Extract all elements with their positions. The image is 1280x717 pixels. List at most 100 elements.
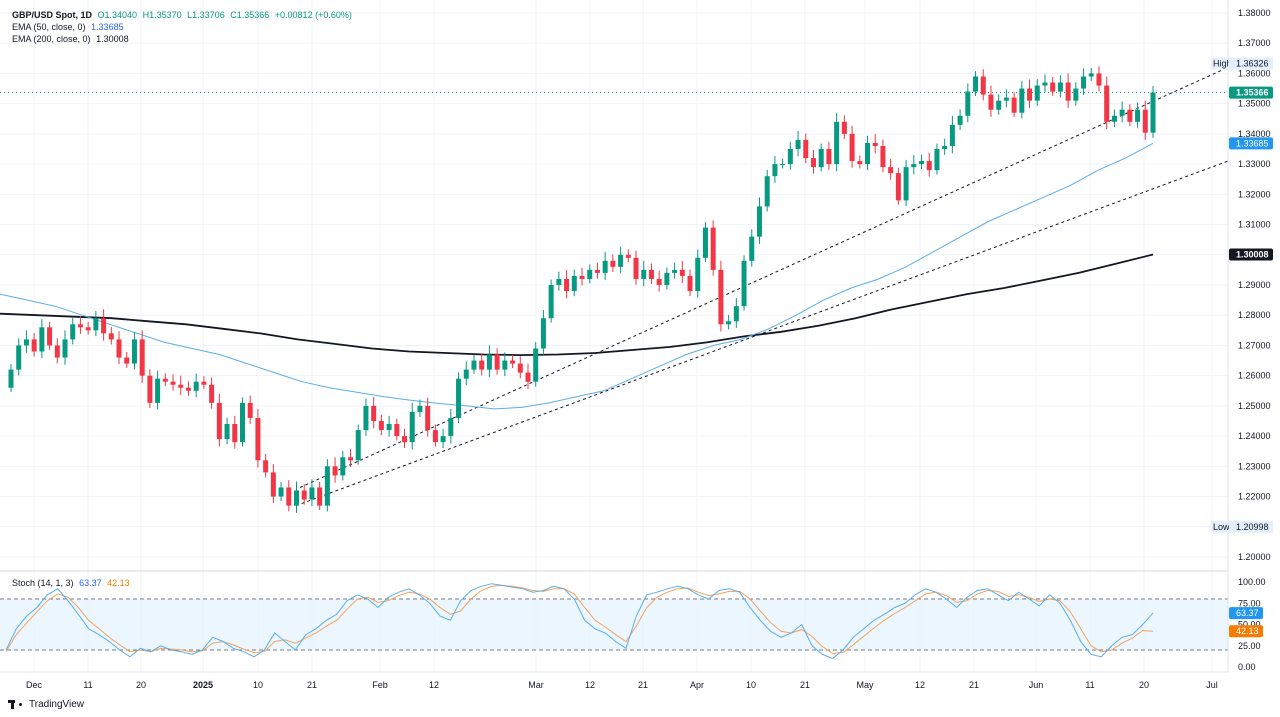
- trendline[interactable]: [299, 66, 1229, 488]
- candle-body: [934, 149, 940, 171]
- candle-body: [895, 173, 901, 201]
- y-tick-label: 1.20000: [1238, 552, 1271, 562]
- candle-body: [101, 318, 107, 334]
- last-price-badge-label: 1.35366: [1236, 88, 1269, 98]
- candle-body: [301, 490, 307, 500]
- stoch-k-value: 63.37: [79, 578, 102, 588]
- candle-body: [679, 269, 685, 276]
- candle-body: [486, 354, 492, 370]
- candle-body: [1150, 92, 1156, 133]
- candle-body: [394, 424, 400, 437]
- symbol-name[interactable]: GBP/USD Spot, 1D: [12, 10, 93, 20]
- y-tick-label: 1.32000: [1238, 189, 1271, 199]
- x-tick-label: Feb: [372, 680, 388, 690]
- candle-body: [1057, 82, 1063, 92]
- candle-body: [911, 164, 917, 168]
- trendlines[interactable]: [295, 66, 1229, 507]
- chart-grid: [0, 0, 1228, 672]
- candle-body: [525, 372, 531, 382]
- candle-body: [1027, 88, 1033, 101]
- y-tick-label: 1.22000: [1238, 492, 1271, 502]
- candle-body: [270, 472, 276, 497]
- candle-body: [255, 417, 261, 461]
- ema50-badge-label: 1.33685: [1236, 138, 1269, 148]
- stoch-d-line: [5, 584, 1154, 654]
- ohlc-change: +0.00812 (+0.60%): [274, 10, 352, 20]
- symbol-legend[interactable]: GBP/USD Spot, 1D O1.34040 H1.35370 L1.33…: [12, 9, 355, 21]
- stoch-axis[interactable]: 100.00 75.00 50.00 25.00 0.00: [1238, 577, 1266, 672]
- candle-body: [131, 339, 137, 364]
- candle-body: [803, 139, 809, 159]
- stoch-label: Stoch (14, 1, 3): [12, 578, 74, 588]
- candle-body: [641, 269, 647, 279]
- x-tick-label: 12: [915, 680, 925, 690]
- candle-body: [1135, 109, 1141, 122]
- candle-body: [463, 369, 469, 379]
- candle-body: [965, 91, 971, 116]
- candle-body: [756, 206, 762, 237]
- x-tick-label: 12: [585, 680, 595, 690]
- ohlc-open: O1.34040: [97, 10, 138, 20]
- candle-body: [247, 402, 253, 418]
- stoch-tick-label: 25.00: [1238, 641, 1261, 651]
- high-tag-label: High: [1213, 59, 1232, 69]
- ema200-badge-bg: [1229, 248, 1273, 261]
- candle-body: [664, 272, 670, 285]
- candle-body: [62, 339, 68, 358]
- x-tick-label: May: [856, 680, 874, 690]
- stoch-levels: [0, 598, 1228, 651]
- candle-body: [672, 269, 678, 273]
- candle-body: [656, 278, 662, 285]
- ema200-legend[interactable]: EMA (200, close, 0) 1.30008: [12, 33, 132, 45]
- candle-body: [263, 460, 269, 473]
- x-tick-label: 21: [307, 680, 317, 690]
- stoch-d-badge-label: 42.13: [1236, 626, 1259, 636]
- candle-body: [348, 457, 354, 461]
- candle-body: [996, 100, 1002, 110]
- candle-body: [1088, 73, 1094, 77]
- stoch-d-badge-bg: [1229, 625, 1263, 638]
- candle-body: [456, 378, 462, 418]
- candle-body: [826, 149, 832, 165]
- candle-body: [625, 254, 631, 258]
- x-tick-label: Jul: [1206, 680, 1218, 690]
- candle-body: [440, 436, 446, 443]
- candle-body: [772, 164, 778, 177]
- y-tick-label: 1.34000: [1238, 129, 1271, 139]
- candle-body: [942, 145, 948, 149]
- candle-body: [16, 345, 22, 370]
- candle-body: [702, 227, 708, 258]
- candle-body: [818, 149, 824, 168]
- candle-body: [849, 133, 855, 162]
- time-axis[interactable]: Dec 11 20 2025 10 21 Feb 12 Mar 12 21 Apr 10 21 May 12 2…: [26, 680, 1218, 690]
- ema50-line: [0, 142, 1154, 410]
- candle-body: [517, 363, 523, 373]
- stoch-tick-label: 75.00: [1238, 598, 1261, 608]
- candle-body: [1142, 109, 1148, 133]
- stoch-legend[interactable]: Stoch (14, 1, 3) 63.37 42.13: [12, 577, 133, 589]
- trendline[interactable]: [295, 160, 1229, 507]
- candle-body: [93, 318, 99, 331]
- candle-body: [872, 142, 878, 146]
- y-tick-label: 1.26000: [1238, 371, 1271, 381]
- tradingview-branding[interactable]: TradingView: [8, 699, 84, 710]
- candle-body: [618, 254, 624, 267]
- candle-body: [116, 339, 122, 358]
- candle-body: [31, 339, 37, 352]
- candle-body: [648, 269, 654, 279]
- y-tick-label: 1.38000: [1238, 8, 1271, 18]
- candle-body: [841, 121, 847, 134]
- x-tick-label: Apr: [690, 680, 704, 690]
- candle-body: [47, 327, 53, 346]
- ohlc-low: L1.33706: [187, 10, 225, 20]
- candle-body: [139, 339, 145, 376]
- candle-body: [378, 421, 384, 431]
- candle-body: [594, 269, 600, 273]
- candle-body: [363, 405, 369, 431]
- candle-body: [610, 260, 616, 267]
- candle-body: [417, 405, 423, 412]
- x-tick-label: 10: [253, 680, 263, 690]
- y-tick-label: 1.27000: [1238, 340, 1271, 350]
- ema50-legend[interactable]: EMA (50, close, 0) 1.33685: [12, 21, 127, 33]
